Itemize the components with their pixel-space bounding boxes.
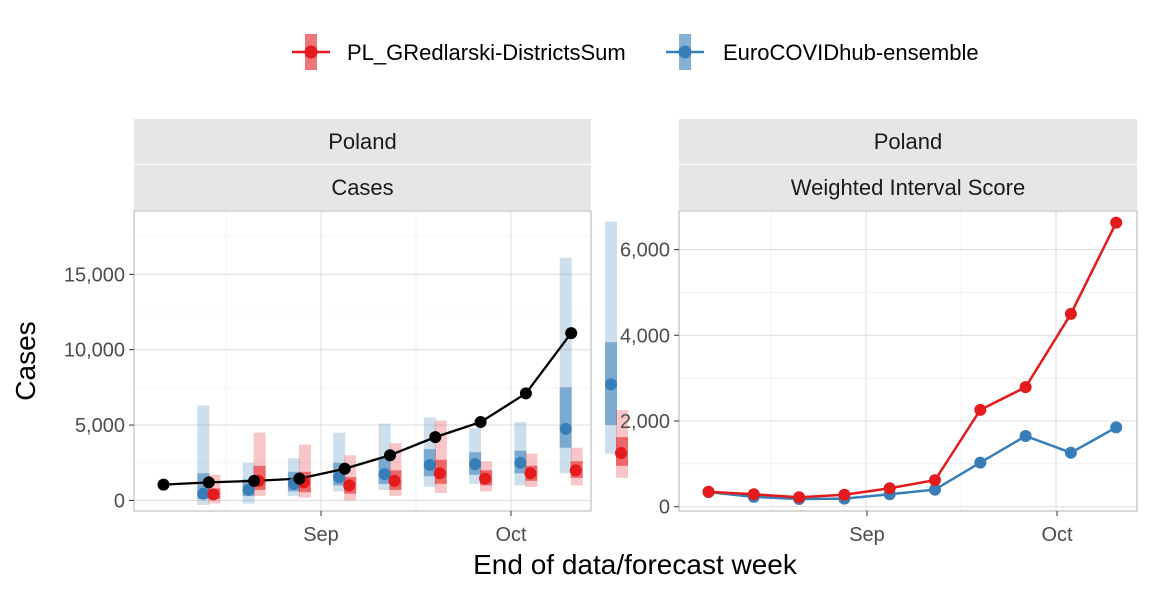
legend-label-ensemble: EuroCOVIDhub-ensemble (723, 40, 979, 65)
observed-point (565, 327, 578, 340)
score-point-ensemble (929, 483, 941, 496)
strip-location-label-cases: Poland (328, 129, 397, 154)
legend-item-ensemble: EuroCOVIDhub-ensemble (666, 34, 979, 70)
forecast-point-ensemble (469, 458, 482, 471)
strip-location-label-wis: Poland (874, 129, 943, 154)
forecast-point-pl-model (615, 446, 627, 459)
marks-wis (702, 216, 1123, 505)
y-tick-label: 2,000 (620, 411, 670, 433)
forecast-point-pl-model (207, 488, 220, 501)
x-tick-label: Sep (849, 524, 885, 546)
x-tick-label: Oct (495, 524, 527, 546)
forecast-point-ensemble (423, 459, 436, 472)
score-point-ensemble (974, 456, 987, 469)
x-ticks-wis: Sep Oct (849, 511, 1073, 546)
observed-point (384, 449, 396, 462)
observed-point (293, 472, 306, 485)
observed-line (163, 332, 573, 486)
y-tick-label: 6,000 (620, 240, 670, 262)
score-point-ensemble (1064, 446, 1077, 459)
y-ticks-cases: 0 5,000 10,000 15,000 (64, 264, 134, 512)
score-point-pl-model (883, 482, 896, 495)
strip-location-cases (134, 119, 591, 164)
legend-label-pl-model: PL_GRedlarski-DistrictsSum (347, 40, 626, 65)
forecast-point-ensemble (605, 378, 617, 391)
y-tick-label: 0 (659, 497, 670, 519)
score-point-ensemble (1019, 430, 1032, 442)
forecast-point-ensemble (514, 456, 527, 469)
legend-key-point-pl-model (304, 45, 318, 59)
score-point-ensemble (1110, 421, 1123, 434)
gridlines-wis (679, 211, 1137, 511)
score-point-pl-model (702, 485, 715, 498)
y-axis-title: Cases (10, 321, 41, 400)
observed-point (248, 474, 261, 487)
forecast-point-ensemble (197, 487, 210, 500)
y-tick-label: 4,000 (620, 325, 670, 347)
y-ticks-wis: 0 2,000 4,000 6,000 (620, 240, 679, 519)
forecast-point-pl-model (479, 472, 492, 485)
panel-border-cases (133, 210, 592, 512)
forecast-point-pl-model (569, 464, 582, 477)
observed-point (429, 431, 442, 444)
forecast-point-ensemble (378, 468, 391, 481)
score-point-pl-model (1064, 307, 1077, 320)
score-point-pl-model (974, 403, 987, 416)
observed-point (157, 478, 170, 491)
strip-location-wis (679, 119, 1137, 164)
score-point-pl-model (838, 488, 851, 501)
score-line-ensemble (708, 426, 1117, 501)
forecast-point-ensemble (559, 422, 572, 435)
strip-metric-wis (679, 165, 1137, 210)
x-ticks-cases: Sep Oct (303, 511, 527, 546)
score-line-pl-model (708, 222, 1118, 499)
forecast-point-pl-model (524, 467, 537, 480)
forecast-point-pl-model (388, 474, 401, 487)
legend-item-pl-model: PL_GRedlarski-DistrictsSum (292, 34, 626, 70)
x-tick-label: Sep (303, 524, 339, 546)
score-point-pl-model (747, 488, 760, 501)
forecast-point-ensemble (242, 483, 255, 496)
interval-inner-ensemble (559, 387, 572, 448)
strip-metric-label-cases: Cases (331, 175, 393, 200)
legend: PL_GRedlarski-DistrictsSum EuroCOVIDhub-… (292, 34, 979, 70)
score-point-pl-model (1019, 381, 1032, 394)
y-tick-label: 5,000 (75, 415, 125, 437)
forecast-point-pl-model (433, 467, 446, 480)
y-tick-label: 15,000 (64, 264, 125, 286)
strip-metric-cases (134, 165, 591, 210)
panel-cases: Poland Cases 0 5,000 10,000 15,000 Sep Oct (64, 119, 628, 546)
gridlines-cases (134, 211, 591, 511)
score-point-pl-model (1110, 216, 1123, 229)
strip-metric-label-wis: Weighted Interval Score (791, 175, 1025, 200)
observed-point (474, 416, 487, 429)
panel-wis: Poland Weighted Interval Score 0 2,000 4,0… (620, 119, 1138, 546)
score-point-pl-model (793, 491, 806, 504)
y-tick-label: 0 (114, 490, 125, 512)
observed-point (202, 476, 215, 489)
x-axis-title: End of data/forecast week (473, 549, 798, 580)
x-tick-label: Oct (1041, 524, 1073, 546)
legend-key-point-ensemble (678, 45, 692, 59)
observed-point (519, 387, 532, 400)
observed-point (338, 462, 351, 475)
panel-border-wis (678, 210, 1138, 512)
score-point-pl-model (929, 474, 941, 487)
forecast-point-pl-model (343, 479, 356, 492)
y-tick-label: 10,000 (64, 340, 125, 362)
marks-cases (157, 221, 628, 505)
